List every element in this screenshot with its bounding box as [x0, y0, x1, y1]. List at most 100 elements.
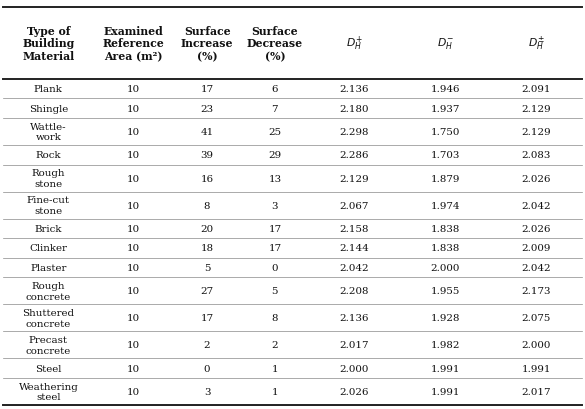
Text: 10: 10	[127, 287, 140, 296]
Text: 41: 41	[201, 128, 214, 137]
Text: 2.000: 2.000	[339, 364, 369, 373]
Text: 2: 2	[204, 340, 211, 349]
Text: 1.982: 1.982	[431, 340, 460, 349]
Text: 2.026: 2.026	[522, 174, 551, 183]
Text: Clinker: Clinker	[29, 244, 67, 253]
Text: 17: 17	[269, 244, 281, 253]
Text: 27: 27	[201, 287, 214, 296]
Text: 1.703: 1.703	[431, 151, 460, 160]
Text: 2.129: 2.129	[521, 128, 551, 137]
Text: Brick: Brick	[35, 224, 62, 233]
Text: 18: 18	[201, 244, 214, 253]
Text: $D_{H}^{\pm}$: $D_{H}^{\pm}$	[528, 35, 545, 53]
Text: 8: 8	[271, 314, 278, 323]
Text: 1.928: 1.928	[431, 314, 460, 323]
Text: 2.042: 2.042	[521, 201, 551, 210]
Text: 1.838: 1.838	[431, 224, 460, 233]
Text: 1.879: 1.879	[431, 174, 460, 183]
Text: 2.075: 2.075	[522, 314, 551, 323]
Text: 17: 17	[201, 314, 214, 323]
Text: 2.136: 2.136	[339, 85, 369, 94]
Text: 10: 10	[127, 244, 140, 253]
Text: 10: 10	[127, 340, 140, 349]
Text: 1: 1	[271, 387, 278, 396]
Text: 13: 13	[269, 174, 281, 183]
Text: 10: 10	[127, 201, 140, 210]
Text: 29: 29	[269, 151, 281, 160]
Text: 10: 10	[127, 314, 140, 323]
Text: 2.067: 2.067	[339, 201, 369, 210]
Text: 2.009: 2.009	[522, 244, 551, 253]
Text: 2: 2	[271, 340, 278, 349]
Text: 1: 1	[271, 364, 278, 373]
Text: 2.298: 2.298	[339, 128, 369, 137]
Text: Shuttered
concrete: Shuttered concrete	[22, 308, 74, 328]
Text: 10: 10	[127, 104, 140, 113]
Text: 5: 5	[204, 263, 211, 272]
Text: 17: 17	[201, 85, 214, 94]
Text: 2.136: 2.136	[339, 314, 369, 323]
Text: 1.750: 1.750	[431, 128, 460, 137]
Text: 3: 3	[204, 387, 211, 396]
Text: 10: 10	[127, 174, 140, 183]
Text: 1.991: 1.991	[431, 364, 460, 373]
Text: 2.000: 2.000	[522, 340, 551, 349]
Text: Steel: Steel	[35, 364, 61, 373]
Text: 2.017: 2.017	[339, 340, 369, 349]
Text: Rough
concrete: Rough concrete	[26, 281, 71, 301]
Text: 2.091: 2.091	[522, 85, 551, 94]
Text: Fine-cut
stone: Fine-cut stone	[27, 196, 70, 215]
Text: 2.144: 2.144	[339, 244, 369, 253]
Text: Weathering
steel: Weathering steel	[19, 382, 78, 401]
Text: Rock: Rock	[36, 151, 61, 160]
Text: 20: 20	[201, 224, 214, 233]
Text: 1.937: 1.937	[431, 104, 460, 113]
Text: 2.208: 2.208	[339, 287, 369, 296]
Text: 2.286: 2.286	[339, 151, 369, 160]
Text: 2.026: 2.026	[339, 387, 369, 396]
Text: 1.991: 1.991	[522, 364, 551, 373]
Text: $D_{H}^{+}$: $D_{H}^{+}$	[346, 35, 363, 53]
Text: 10: 10	[127, 387, 140, 396]
Text: Precast
concrete: Precast concrete	[26, 335, 71, 355]
Text: 0: 0	[271, 263, 278, 272]
Text: 2.158: 2.158	[339, 224, 369, 233]
Text: 1.991: 1.991	[431, 387, 460, 396]
Text: Rough
stone: Rough stone	[32, 169, 65, 188]
Text: 6: 6	[271, 85, 278, 94]
Text: 1.955: 1.955	[431, 287, 460, 296]
Text: 17: 17	[269, 224, 281, 233]
Text: 3: 3	[271, 201, 278, 210]
Text: 2.083: 2.083	[522, 151, 551, 160]
Text: 2.017: 2.017	[522, 387, 551, 396]
Text: 1.838: 1.838	[431, 244, 460, 253]
Text: 1.974: 1.974	[431, 201, 460, 210]
Text: Plank: Plank	[34, 85, 63, 94]
Text: 7: 7	[271, 104, 278, 113]
Text: 39: 39	[201, 151, 214, 160]
Text: 25: 25	[269, 128, 281, 137]
Text: 2.026: 2.026	[522, 224, 551, 233]
Text: 10: 10	[127, 263, 140, 272]
Text: 8: 8	[204, 201, 211, 210]
Text: 10: 10	[127, 364, 140, 373]
Text: 23: 23	[201, 104, 214, 113]
Text: 0: 0	[204, 364, 211, 373]
Text: Examined
Reference
Area (m²): Examined Reference Area (m²)	[102, 26, 164, 62]
Text: 2.000: 2.000	[431, 263, 460, 272]
Text: 2.042: 2.042	[339, 263, 369, 272]
Text: 5: 5	[271, 287, 278, 296]
Text: 10: 10	[127, 224, 140, 233]
Text: 2.180: 2.180	[339, 104, 369, 113]
Text: 16: 16	[201, 174, 214, 183]
Text: 1.946: 1.946	[431, 85, 460, 94]
Text: Shingle: Shingle	[29, 104, 68, 113]
Text: Plaster: Plaster	[30, 263, 67, 272]
Text: 2.129: 2.129	[521, 104, 551, 113]
Text: 2.173: 2.173	[522, 287, 551, 296]
Text: 2.129: 2.129	[339, 174, 369, 183]
Text: Wattle-
work: Wattle- work	[30, 122, 67, 142]
Text: Surface
Increase
(%): Surface Increase (%)	[181, 26, 233, 62]
Text: 10: 10	[127, 128, 140, 137]
Text: 10: 10	[127, 151, 140, 160]
